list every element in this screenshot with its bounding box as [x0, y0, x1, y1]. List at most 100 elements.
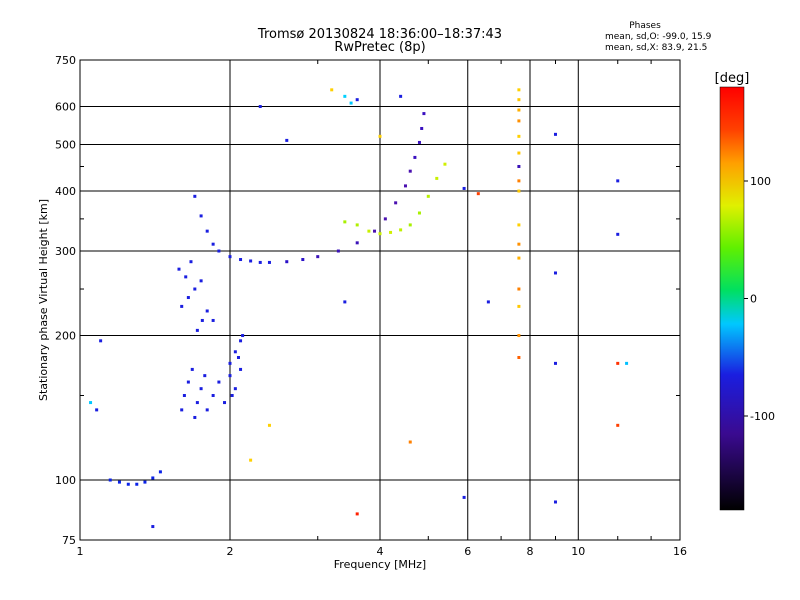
colorbar-tick-label: 100 [750, 175, 771, 188]
data-point [378, 134, 382, 138]
series-1 [343, 162, 447, 236]
data-point [241, 334, 245, 338]
y-tick-label: 300 [55, 245, 76, 258]
y-tick-label: 600 [55, 101, 76, 114]
x-tick-label: 8 [527, 545, 534, 558]
chart-subtitle: RwPretec (8p) [334, 40, 426, 55]
data-point [211, 242, 215, 246]
data-point [182, 394, 186, 398]
series-0 [108, 112, 426, 486]
data-point [126, 482, 130, 486]
data-point [258, 260, 262, 264]
data-point [199, 387, 203, 391]
data-point [230, 394, 234, 398]
data-point [383, 217, 387, 221]
x-tick-label: 6 [464, 545, 471, 558]
data-point [193, 415, 197, 419]
data-point [285, 138, 289, 142]
data-point [205, 309, 209, 313]
x-tick-label: 1 [77, 545, 84, 558]
data-point [517, 119, 521, 123]
data-point [616, 423, 620, 427]
data-point [239, 339, 243, 343]
y-tick-label: 100 [55, 474, 76, 487]
data-point [399, 94, 403, 98]
data-point [151, 525, 155, 529]
data-point [517, 134, 521, 138]
data-point [435, 176, 439, 180]
data-point [553, 271, 557, 275]
data-point [625, 361, 629, 365]
data-point [228, 255, 232, 259]
data-point [336, 249, 340, 253]
data-point [285, 260, 289, 264]
data-point [517, 189, 521, 193]
data-point [417, 211, 421, 215]
data-point [189, 260, 193, 264]
data-point [143, 480, 147, 484]
data-point [223, 401, 227, 405]
data-point [403, 184, 407, 188]
series-3 [517, 88, 521, 359]
data-point [517, 242, 521, 246]
data-point [486, 300, 490, 304]
data-point [517, 98, 521, 102]
data-point [151, 476, 155, 480]
x-axis-label: Frequency [MHz] [334, 558, 426, 571]
data-point [399, 228, 403, 232]
data-point [408, 440, 412, 444]
phase-stats-x-mode: mean, sd,X: 83.9, 21.5 [605, 43, 708, 53]
data-point [355, 241, 359, 245]
data-point [462, 495, 466, 499]
data-point [186, 296, 190, 300]
y-axis-label: Stationary phase Virtual Height [km] [37, 199, 50, 401]
data-point [349, 101, 353, 105]
x-tick-label: 2 [227, 545, 234, 558]
data-point [95, 408, 99, 412]
x-tick-label: 10 [571, 545, 585, 558]
data-point [316, 255, 320, 259]
data-point [217, 380, 221, 384]
data-point [195, 328, 199, 332]
data-point [517, 108, 521, 112]
chart-title: Tromsø 20130824 18:36:00–18:37:43 [257, 27, 503, 42]
data-point [517, 334, 521, 338]
data-point [258, 105, 262, 109]
data-point [517, 151, 521, 155]
data-point [177, 267, 181, 271]
data-point [233, 387, 237, 391]
data-point [330, 88, 334, 92]
data-point [553, 132, 557, 136]
data-point [211, 318, 215, 322]
data-point [517, 179, 521, 183]
data-point [343, 300, 347, 304]
data-point [99, 339, 103, 343]
data-point [211, 394, 215, 398]
data-point [422, 112, 426, 116]
data-point [553, 361, 557, 365]
data-point [203, 374, 207, 378]
data-point [199, 279, 203, 283]
data-point [408, 223, 412, 227]
data-point [195, 401, 199, 405]
data-point [184, 275, 188, 279]
data-point [249, 458, 253, 462]
x-tick-label: 4 [377, 545, 384, 558]
data-point [190, 367, 194, 371]
phase-stats-o-mode: mean, sd,O: -99.0, 15.9 [605, 32, 712, 42]
colorbar [719, 86, 745, 511]
colorbar-tick-label: -100 [750, 410, 775, 423]
data-point [236, 355, 240, 359]
data-point [117, 480, 121, 484]
y-tick-label: 500 [55, 139, 76, 152]
phase-stats-heading: Phases [629, 21, 661, 31]
data-point [616, 179, 620, 183]
data-point [158, 470, 162, 474]
data-point [553, 500, 557, 504]
data-point [301, 258, 305, 262]
data-point [217, 249, 221, 253]
y-tick-label: 750 [55, 54, 76, 67]
data-point [89, 401, 93, 405]
y-tick-label: 200 [55, 330, 76, 343]
